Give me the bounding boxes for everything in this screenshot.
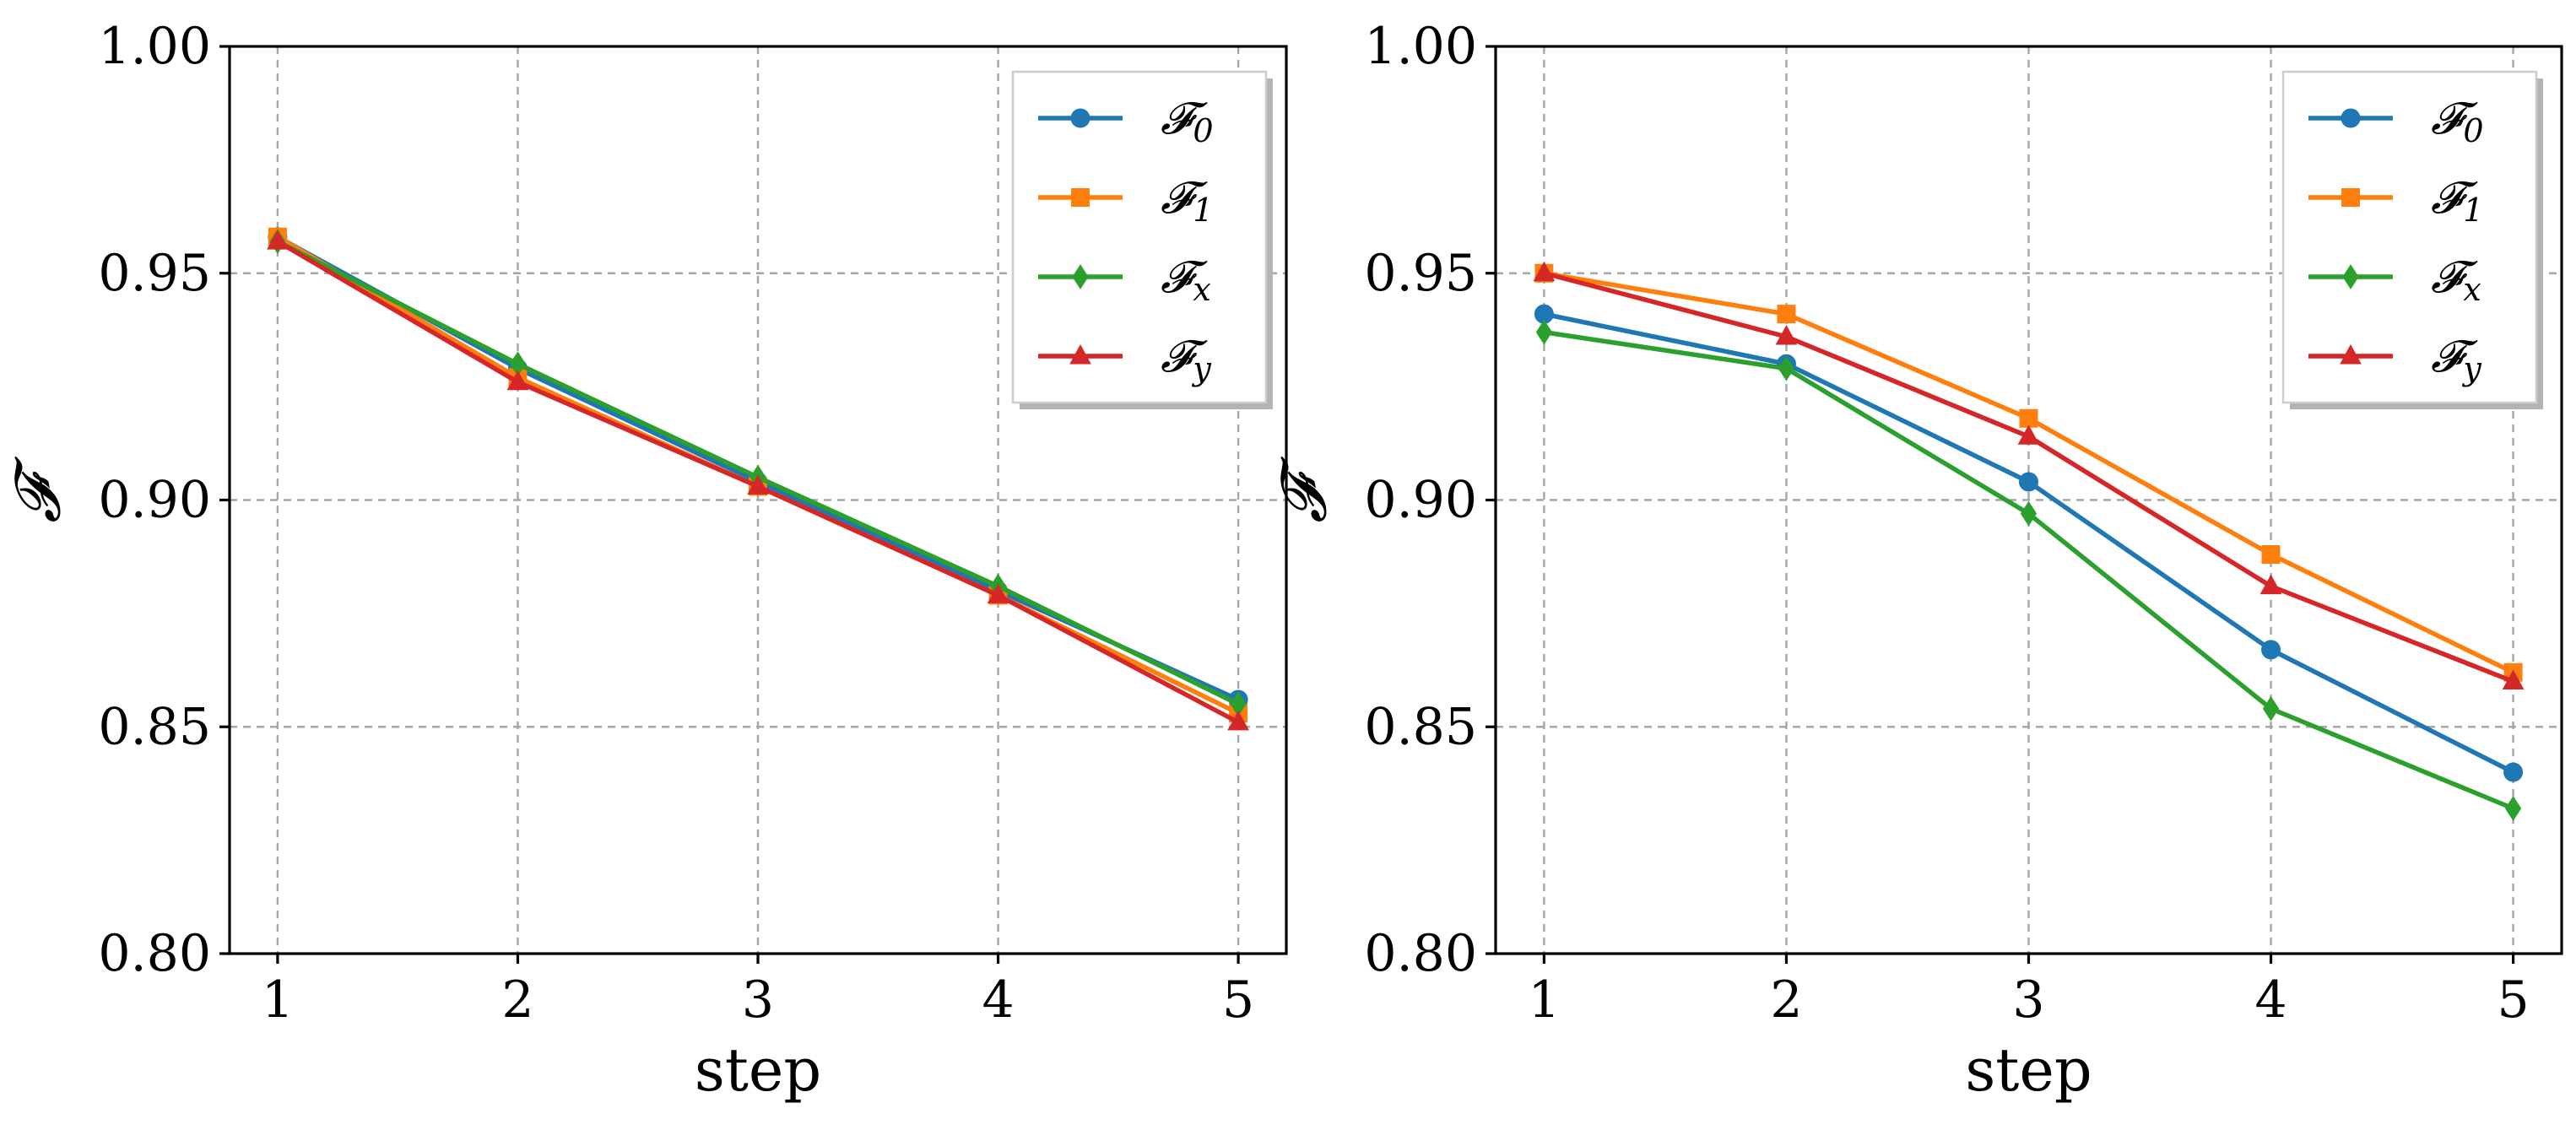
data-point-0-3 bbox=[2019, 472, 2038, 492]
data-point-y-1 bbox=[1533, 261, 1556, 282]
y-tick-label: 0.80 bbox=[98, 924, 211, 983]
x-tick-label: 1 bbox=[262, 971, 294, 1030]
data-point-y-5 bbox=[1227, 710, 1249, 731]
data-point-x-4 bbox=[2262, 695, 2280, 722]
y-tick-label: 0.95 bbox=[1364, 244, 1477, 303]
x-tick-label: 1 bbox=[1528, 971, 1560, 1030]
x-axis-label: step bbox=[695, 1035, 821, 1105]
legend-marker-1 bbox=[1071, 188, 1090, 207]
y-axis-label: 𝓕 bbox=[1268, 456, 1340, 523]
data-point-y-2 bbox=[506, 370, 529, 391]
y-tick-label: 0.80 bbox=[1364, 924, 1477, 983]
data-point-1-2 bbox=[1777, 305, 1796, 324]
y-axis-label: 𝓕 bbox=[2, 456, 74, 523]
data-point-x-1 bbox=[1535, 319, 1553, 345]
x-tick-label: 4 bbox=[2254, 971, 2286, 1030]
data-point-0-5 bbox=[2503, 762, 2524, 782]
x-tick-label: 3 bbox=[742, 971, 774, 1030]
legend-box bbox=[1011, 70, 1268, 404]
legend-marker-0 bbox=[2341, 108, 2361, 128]
y-tick-label: 1.00 bbox=[1364, 17, 1477, 76]
data-point-y-3 bbox=[2017, 424, 2040, 445]
legend-label-0: 𝓕0 bbox=[1161, 94, 1214, 149]
legend-label-1: 𝓕1 bbox=[1161, 173, 1214, 229]
legend-box bbox=[2281, 70, 2538, 404]
legend-label-y: 𝓕y bbox=[2431, 332, 2481, 387]
y-tick-label: 0.95 bbox=[98, 244, 211, 303]
x-tick-label: 3 bbox=[2012, 971, 2044, 1030]
data-point-x-2 bbox=[1778, 355, 1795, 381]
y-tick-label: 0.85 bbox=[98, 697, 211, 756]
data-point-y-4 bbox=[987, 583, 1009, 603]
legend-marker-x bbox=[2342, 264, 2359, 289]
data-point-y-1 bbox=[267, 230, 289, 250]
data-point-x-5 bbox=[2504, 796, 2522, 821]
x-tick-label: 4 bbox=[982, 971, 1014, 1030]
x-tick-label: 5 bbox=[2497, 971, 2529, 1030]
y-tick-label: 1.00 bbox=[98, 17, 211, 76]
x-axis-label: step bbox=[1965, 1035, 2092, 1105]
legend-marker-y bbox=[1069, 343, 1091, 365]
data-point-1-4 bbox=[2261, 545, 2281, 564]
data-point-y-4 bbox=[2259, 574, 2282, 595]
data-point-1-3 bbox=[2019, 408, 2038, 428]
x-tick-label: 5 bbox=[1222, 971, 1254, 1030]
legend-marker-x bbox=[1072, 264, 1089, 289]
data-point-0-4 bbox=[2261, 640, 2281, 660]
legend-marker-1 bbox=[2341, 188, 2360, 207]
data-point-x-3 bbox=[2020, 500, 2038, 527]
x-tick-label: 2 bbox=[501, 971, 533, 1030]
x-tick-label: 2 bbox=[1770, 971, 1802, 1030]
data-point-y-2 bbox=[1775, 324, 1798, 345]
y-tick-label: 0.90 bbox=[98, 471, 211, 530]
y-tick-label: 0.90 bbox=[1364, 471, 1477, 530]
legend-marker-0 bbox=[1070, 108, 1090, 128]
legend-marker-y bbox=[2340, 343, 2362, 365]
data-point-y-3 bbox=[747, 474, 769, 495]
y-tick-label: 0.85 bbox=[1364, 697, 1477, 756]
data-point-y-5 bbox=[2502, 669, 2525, 689]
